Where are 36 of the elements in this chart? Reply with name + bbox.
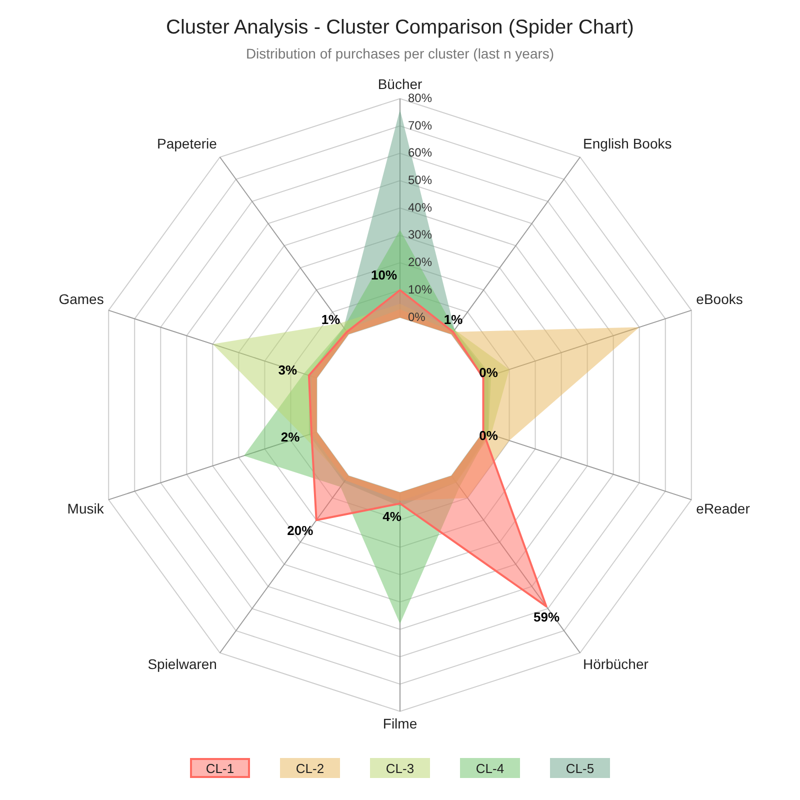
chart-title: Cluster Analysis - Cluster Comparison (Spider Chart) xyxy=(166,16,634,39)
spoke-label: Games xyxy=(58,291,104,308)
data-label: 1% xyxy=(321,312,341,328)
text: CL-1 xyxy=(190,758,250,778)
text: CL-4 xyxy=(460,758,520,778)
text: CL-5 xyxy=(550,758,610,778)
y-tick-label: 10% xyxy=(408,282,432,296)
spoke-label: Spielwaren xyxy=(148,656,217,672)
y-tick-label: 0% xyxy=(408,310,426,324)
spoke-label: Filme xyxy=(382,716,418,732)
spoke-label: Papeterie xyxy=(157,136,218,152)
y-tick-label: 80% xyxy=(408,90,432,105)
spoke-label: Hörbücher xyxy=(583,656,649,672)
data-label: 3% xyxy=(278,362,298,378)
y-tick-label: 40% xyxy=(408,200,432,214)
data-label: 1% xyxy=(444,312,464,328)
spoke-label: English Books xyxy=(583,136,672,152)
data-label: 20% xyxy=(287,522,314,538)
spoke-label: Bücher xyxy=(378,76,423,92)
data-label: 4% xyxy=(382,509,402,524)
y-tick-label: 20% xyxy=(408,255,432,270)
spoke-label: eReader xyxy=(696,500,750,516)
text: CL-3 xyxy=(370,758,430,778)
chart-subtitle: Distribution of purchases per cluster (last n years) xyxy=(246,45,554,62)
data-label: 10% xyxy=(370,268,398,283)
data-label: 0% xyxy=(479,365,498,380)
y-tick-label: 30% xyxy=(408,228,432,242)
data-label: 59% xyxy=(534,609,560,624)
y-tick-label: 50% xyxy=(408,172,432,187)
spoke-label: eBooks xyxy=(696,291,743,308)
text: CL-2 xyxy=(280,758,340,778)
spoke-label: Musik xyxy=(67,500,105,516)
y-tick-label: 70% xyxy=(408,118,432,132)
y-tick-label: 60% xyxy=(408,146,432,160)
data-label: 2% xyxy=(280,430,300,445)
data-label: 0% xyxy=(479,428,498,443)
